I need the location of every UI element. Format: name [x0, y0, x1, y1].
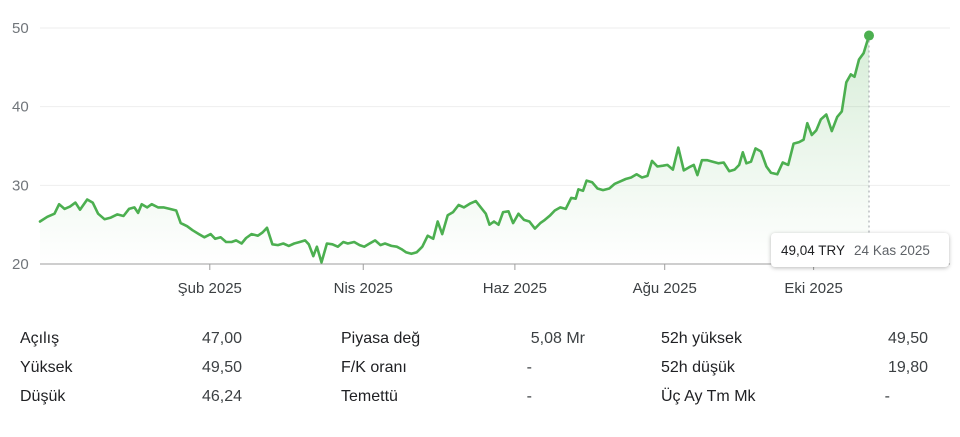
stat-low-value: 46,24: [201, 388, 242, 405]
stat-dividend-value: -: [526, 388, 532, 405]
stat-open-value: 47,00: [201, 330, 242, 347]
y-axis-labels: 20 30 40 50: [12, 20, 29, 273]
stat-dividend-label: Temettü: [341, 388, 398, 405]
y-tick-label: 20: [12, 256, 29, 273]
stat-52w-low-value: 19,80: [887, 359, 928, 376]
y-tick-label: 30: [12, 177, 29, 194]
stat-3m-avg-volume-label: Üç Ay Tm Mk: [661, 388, 756, 405]
stat-market-cap-value: 5,08 Mr: [530, 330, 585, 347]
stat-market-cap-label: Piyasa değ: [341, 330, 421, 347]
stats-row: Düşük 46,24 Temettü - Üç Ay Tm Mk -: [20, 382, 928, 411]
stat-high-value: 49,50: [201, 359, 242, 376]
tooltip-price: 49,04 TRY: [781, 242, 846, 258]
stat-52w-high-label: 52h yüksek: [661, 330, 742, 347]
stats-row: Yüksek 49,50 F/K oranı - 52h düşük 19,80: [20, 353, 928, 382]
y-tick-label: 50: [12, 20, 29, 37]
x-tick-label: Haz 2025: [483, 280, 547, 297]
tooltip-date: 24 Kas 2025: [854, 242, 930, 258]
x-tick-label: Ağu 2025: [633, 280, 697, 297]
stat-low-label: Düşük: [20, 388, 66, 405]
x-axis-ticks: Şub 2025 Nis 2025 Haz 2025 Ağu 2025 Eki 2025: [178, 264, 843, 297]
stat-pe-ratio-value: -: [526, 359, 532, 376]
stats-table: Açılış 47,00 Piyasa değ 5,08 Mr 52h yüks…: [20, 324, 928, 411]
stat-pe-ratio-label: F/K oranı: [341, 359, 407, 376]
stat-3m-avg-volume-value: -: [884, 388, 890, 405]
x-tick-label: Eki 2025: [784, 280, 842, 297]
stats-row: Açılış 47,00 Piyasa değ 5,08 Mr 52h yüks…: [20, 324, 928, 353]
stat-52w-high-value: 49,50: [887, 330, 928, 347]
x-tick-label: Şub 2025: [178, 280, 242, 297]
stat-52w-low-label: 52h düşük: [661, 359, 735, 376]
stat-high-label: Yüksek: [20, 359, 73, 376]
last-point-marker[interactable]: [864, 30, 875, 41]
stat-open-label: Açılış: [20, 330, 60, 347]
y-tick-label: 40: [12, 99, 29, 116]
price-area: [40, 35, 869, 264]
price-tooltip: 49,04 TRY 24 Kas 2025: [771, 233, 949, 267]
x-tick-label: Nis 2025: [334, 280, 393, 297]
price-line: [38, 34, 871, 264]
price-chart: 20 30 40 50 Şub 2025 Nis 2025 Haz 2025 Ağu 202…: [12, 20, 950, 297]
